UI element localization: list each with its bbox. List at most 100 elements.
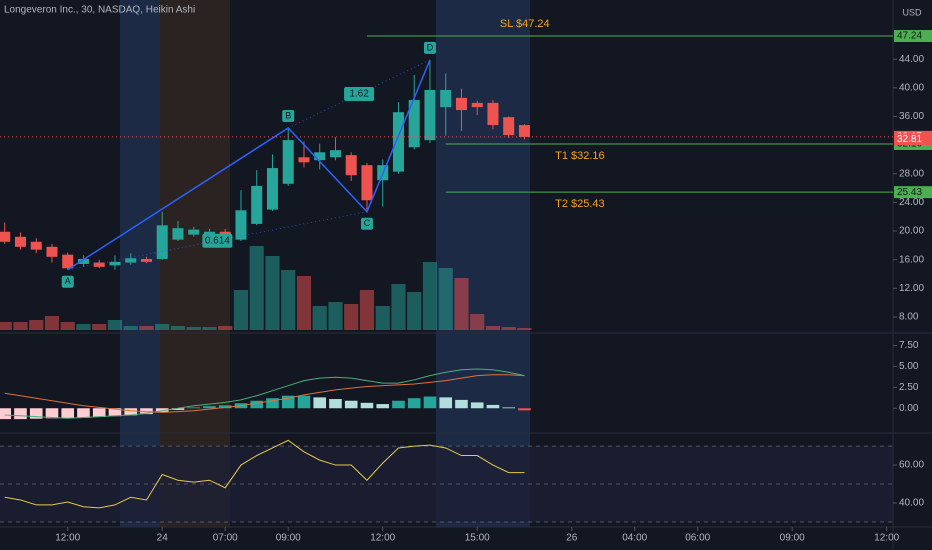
volume-bar — [281, 270, 296, 330]
pattern-point-box — [423, 41, 436, 54]
y-tick-label: 40.00 — [899, 82, 924, 93]
candle-body — [251, 185, 263, 224]
candle-body — [408, 100, 420, 148]
x-tick-label: 06:00 — [685, 533, 710, 544]
candle-body — [392, 112, 404, 172]
pattern-ratio: 0.614 — [205, 235, 230, 246]
candle-body — [329, 150, 341, 158]
pattern-point-label: D — [427, 42, 434, 52]
candle-body — [471, 102, 483, 108]
volume-bar — [202, 327, 217, 330]
volume-bar — [517, 328, 532, 330]
candle-body — [156, 225, 168, 259]
y-tick-label: 5.00 — [899, 361, 919, 372]
x-tick-label: 26 — [566, 533, 578, 544]
chart-title: Longeveron Inc., 30, NASDAQ, Heikin Ashi — [4, 5, 195, 16]
volume-bar — [29, 320, 44, 330]
candle-body — [314, 152, 326, 161]
x-tick-label: 12:00 — [55, 533, 80, 544]
candle-body — [14, 236, 26, 247]
histogram-bar — [155, 408, 169, 413]
candle-body — [188, 229, 200, 235]
volume-bar — [438, 268, 453, 330]
volume-bar — [422, 262, 438, 330]
level-label: SL $47.24 — [500, 18, 550, 30]
candle-body — [424, 90, 436, 141]
candle-body — [487, 102, 499, 126]
volume-bar — [265, 256, 280, 330]
volume-bar — [76, 324, 91, 330]
candle-body — [77, 258, 89, 264]
pattern-point-box — [360, 217, 373, 230]
candle-body — [361, 165, 373, 201]
candle-body — [125, 258, 137, 263]
y-tick-label: 24.00 — [899, 197, 924, 208]
volume-bar — [470, 314, 485, 330]
histogram-bar — [171, 408, 185, 410]
volume-bar — [60, 322, 75, 330]
candle-body — [140, 258, 152, 262]
pattern-ratio-box — [202, 233, 233, 248]
volume-bar — [155, 324, 170, 330]
histogram-bar — [203, 406, 216, 409]
candle-body — [46, 246, 58, 257]
histogram-bar — [329, 399, 342, 409]
y-tick-label: 0.00 — [899, 403, 919, 414]
x-tick-label: 15:00 — [465, 533, 490, 544]
histogram-bar — [439, 397, 453, 409]
histogram-bar — [29, 408, 43, 419]
volume-bar — [501, 327, 516, 330]
y-tick-label: 8.00 — [899, 312, 919, 323]
price-tag — [894, 133, 932, 146]
histogram-bar — [108, 408, 122, 417]
candle-body — [282, 140, 294, 184]
rsi-line — [4, 439, 525, 509]
histogram-bar — [92, 408, 106, 418]
signal-line — [4, 374, 525, 413]
x-tick-label: 12:00 — [370, 533, 395, 544]
y-tick-label: 60.00 — [899, 460, 924, 471]
x-tick-label: 04:00 — [622, 533, 647, 544]
y-tick-label: 36.00 — [899, 111, 924, 122]
pattern-point-label: B — [285, 110, 291, 120]
price-tag-label: 32.81 — [897, 134, 922, 145]
level-tag-label: 47.24 — [897, 31, 922, 42]
session-band — [436, 0, 530, 527]
histogram-bar — [45, 408, 59, 419]
candle-body — [440, 90, 452, 108]
pattern-point-label: C — [364, 218, 371, 228]
y-tick-label: 28.00 — [899, 168, 924, 179]
volume-bar — [186, 327, 201, 330]
candle-body — [235, 210, 247, 240]
histogram-bar — [297, 395, 311, 409]
plot: 8.00 12.00 16.00 20.00 24.00 28.00 36.00 40.00 4… — [0, 18, 932, 544]
volume-bar — [44, 316, 60, 330]
volume-bar — [170, 326, 186, 330]
volume-bar — [344, 304, 359, 330]
rsi-band — [0, 446, 893, 522]
pattern-point-label: A — [65, 276, 71, 286]
candle-body — [298, 157, 310, 163]
candle-body — [0, 231, 11, 242]
histogram-bar — [470, 402, 484, 409]
pattern-point-box — [282, 109, 295, 122]
level-tag-label: 25.43 — [897, 187, 922, 198]
histogram-bar — [218, 405, 232, 409]
histogram-bar — [407, 398, 421, 409]
volume-bar — [328, 302, 343, 330]
histogram-bar — [187, 407, 201, 409]
macd-line — [4, 368, 525, 419]
y-tick-label: 12.00 — [899, 283, 924, 294]
candle-body — [30, 241, 42, 250]
volume-bar — [485, 326, 501, 330]
histogram-bar — [518, 408, 531, 411]
volume-bar — [375, 306, 390, 330]
candle-body — [109, 261, 121, 266]
volume-bar — [454, 278, 469, 330]
histogram-bar — [313, 397, 327, 409]
pattern-ratio-box — [344, 86, 375, 101]
level-tag — [894, 30, 932, 43]
histogram-bar — [344, 400, 358, 409]
